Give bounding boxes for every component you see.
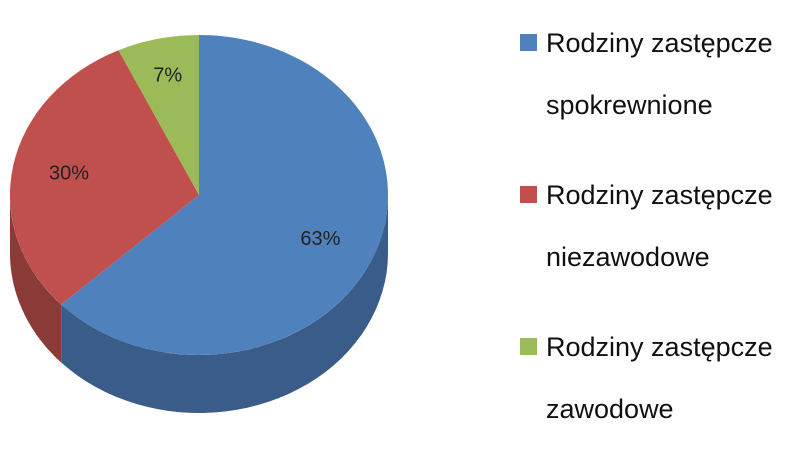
legend-item: Rodziny zastępcze zawodowe — [520, 316, 786, 440]
legend-swatch — [520, 34, 537, 51]
legend: Rodziny zastępcze spokrewnione Rodziny za… — [520, 12, 789, 468]
legend-label: Rodziny zastępcze spokrewnione — [546, 28, 773, 120]
legend-swatch — [520, 338, 537, 355]
data-label: 30% — [49, 162, 89, 184]
legend-item: Rodziny zastępcze spokrewnione — [520, 12, 786, 136]
data-label: 63% — [300, 228, 340, 250]
pie-slice — [61, 35, 388, 355]
legend-swatch — [520, 186, 537, 203]
legend-item: Rodziny zastępcze niezawodowe — [520, 164, 786, 288]
pie-side — [61, 195, 388, 413]
pie-slice — [10, 50, 200, 305]
page: 63% 30% 7% Rodziny zastępcze spokrewnione R… — [10, 28, 773, 424]
legend-label: Rodziny zastępcze niezawodowe — [546, 180, 773, 272]
legend-label: Rodziny zastępcze zawodowe — [546, 332, 773, 424]
data-label: 7% — [153, 65, 182, 87]
pie-slice — [118, 35, 199, 195]
pie-chart: 63% 30% 7% — [10, 35, 388, 413]
pie-side — [10, 195, 62, 363]
